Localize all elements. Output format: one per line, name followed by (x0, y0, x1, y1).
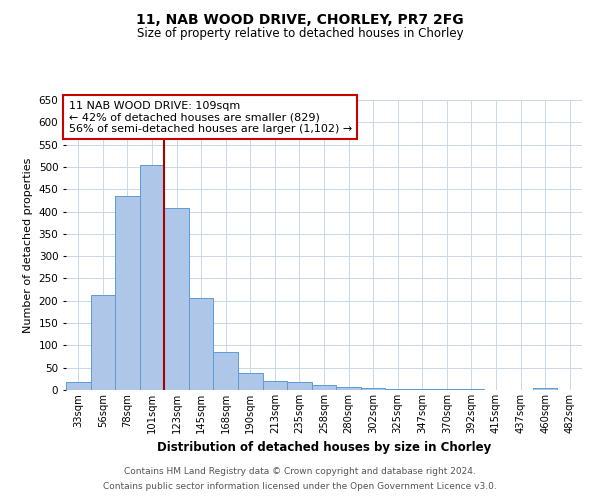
Bar (312, 384, 336, 390)
Bar (214, 352, 238, 390)
Bar (434, 389, 459, 390)
Bar (140, 164, 164, 390)
Text: Size of property relative to detached houses in Chorley: Size of property relative to detached ho… (137, 28, 463, 40)
Bar (91, 296, 115, 390)
Bar (410, 389, 434, 390)
Text: 11, NAB WOOD DRIVE, CHORLEY, PR7 2FG: 11, NAB WOOD DRIVE, CHORLEY, PR7 2FG (136, 12, 464, 26)
Bar (336, 388, 361, 390)
Bar (533, 388, 557, 390)
X-axis label: Distribution of detached houses by size in Chorley: Distribution of detached houses by size … (157, 442, 491, 454)
Bar (238, 373, 263, 390)
Text: 11 NAB WOOD DRIVE: 109sqm
← 42% of detached houses are smaller (829)
56% of semi: 11 NAB WOOD DRIVE: 109sqm ← 42% of detac… (68, 100, 352, 134)
Text: Contains HM Land Registry data © Crown copyright and database right 2024.: Contains HM Land Registry data © Crown c… (124, 467, 476, 476)
Bar (189, 298, 214, 390)
Bar (385, 388, 410, 390)
Y-axis label: Number of detached properties: Number of detached properties (23, 158, 33, 332)
Bar (287, 382, 312, 390)
Bar (164, 208, 189, 390)
Bar (66, 382, 91, 390)
Bar (263, 381, 287, 390)
Bar (115, 196, 140, 390)
Bar (459, 389, 484, 390)
Text: Contains public sector information licensed under the Open Government Licence v3: Contains public sector information licen… (103, 482, 497, 491)
Bar (361, 388, 385, 390)
